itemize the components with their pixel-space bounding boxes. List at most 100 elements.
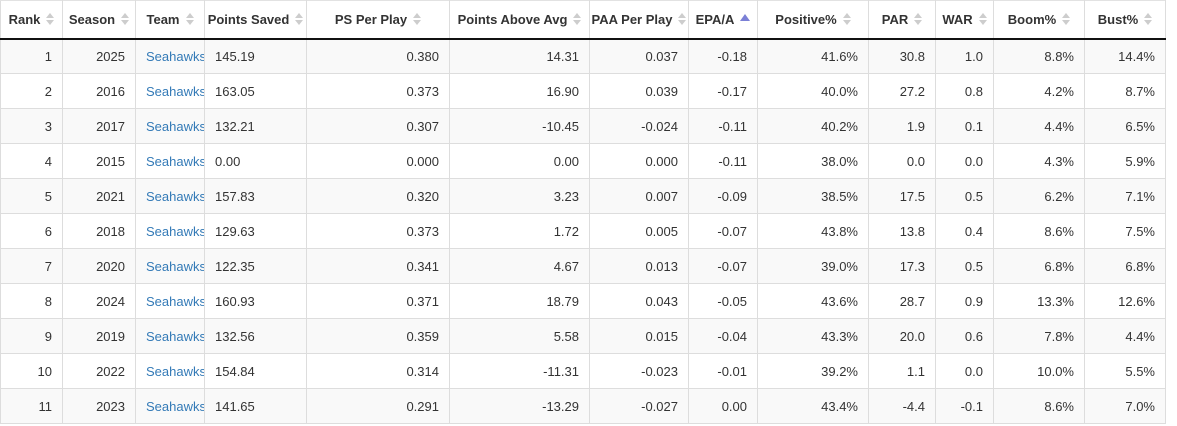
column-header-paa-per-play[interactable]: PAA Per Play [589,0,689,40]
sort-both-icon [573,13,582,26]
team-link[interactable]: Seahawks [146,258,205,274]
sort-both-icon [678,13,687,26]
cell-season: 2016 [62,73,136,109]
column-header-content: Points Saved [208,12,304,27]
column-header-points-saved[interactable]: Points Saved [204,0,307,40]
column-header-content: Bust% [1093,12,1157,27]
cell-war: 0.5 [935,248,994,284]
team-link[interactable]: Seahawks [146,293,205,309]
column-header-bust[interactable]: Bust% [1084,0,1166,40]
sort-up-arrow-icon [1062,13,1071,19]
cell-positive: 43.3% [757,318,869,354]
column-header-epa-a[interactable]: EPA/A [688,0,758,40]
cell-war: 0.0 [935,353,994,389]
table-row: 9 2019 Seahawks 132.56 0.359 5.58 0.015 -0.04 43… [0,318,1166,354]
column-header-rank[interactable]: Rank [0,0,63,40]
cell-paa-per-play: -0.027 [589,388,689,424]
cell-bust: 4.4% [1084,318,1166,354]
team-link[interactable]: Seahawks [146,328,205,344]
column-header-label: Points Above Avg [457,11,568,27]
column-header-positive[interactable]: Positive% [757,0,869,40]
table-body: 1 2025 Seahawks 145.19 0.380 14.31 0.037 -0.18 4… [0,38,1166,424]
sort-both-icon [978,13,987,26]
cell-war: 1.0 [935,38,994,74]
sort-down-arrow-icon [121,20,130,26]
sort-up-arrow-icon [413,13,422,19]
team-link[interactable]: Seahawks [146,398,205,414]
cell-ps-per-play: 0.359 [306,318,450,354]
cell-bust: 6.5% [1084,108,1166,144]
cell-par: 30.8 [868,38,936,74]
column-header-content: PAA Per Play [592,12,687,27]
cell-ps-per-play: 0.291 [306,388,450,424]
sort-up-arrow-icon [678,13,687,19]
cell-team: Seahawks [135,178,205,214]
cell-paa-per-play: 0.005 [589,213,689,249]
cell-par: 17.3 [868,248,936,284]
cell-positive: 40.0% [757,73,869,109]
cell-points-above-avg: 16.90 [449,73,590,109]
team-link[interactable]: Seahawks [146,48,205,64]
column-header-team[interactable]: Team [135,0,205,40]
team-link[interactable]: Seahawks [146,153,205,169]
cell-par: 28.7 [868,283,936,319]
cell-rank: 3 [0,108,63,144]
column-header-boom[interactable]: Boom% [993,0,1085,40]
sort-up-arrow-icon [914,13,923,19]
table-row: 11 2023 Seahawks 141.65 0.291 -13.29 -0.027 0.0… [0,388,1166,424]
column-header-label: Team [146,11,180,27]
cell-points-saved: 141.65 [204,388,307,424]
team-link[interactable]: Seahawks [146,363,205,379]
cell-war: 0.1 [935,108,994,144]
column-header-points-above-avg[interactable]: Points Above Avg [449,0,590,40]
team-link[interactable]: Seahawks [146,188,205,204]
cell-positive: 38.0% [757,143,869,179]
column-header-content: Boom% [1002,12,1076,27]
cell-paa-per-play: 0.037 [589,38,689,74]
cell-boom: 13.3% [993,283,1085,319]
column-header-label: PAR [881,11,909,27]
cell-epa-a: -0.11 [688,143,758,179]
column-header-ps-per-play[interactable]: PS Per Play [306,0,450,40]
sort-down-arrow-icon [1062,20,1071,26]
cell-rank: 1 [0,38,63,74]
cell-paa-per-play: 0.043 [589,283,689,319]
cell-bust: 6.8% [1084,248,1166,284]
cell-team: Seahawks [135,283,205,319]
cell-positive: 39.2% [757,353,869,389]
cell-team: Seahawks [135,388,205,424]
sort-up-arrow-icon [121,13,130,19]
sort-up-arrow-icon [46,13,55,19]
cell-season: 2024 [62,283,136,319]
sort-both-icon [1144,13,1153,26]
cell-rank: 5 [0,178,63,214]
cell-war: 0.0 [935,143,994,179]
column-header-label: Rank [8,11,41,27]
cell-season: 2021 [62,178,136,214]
cell-bust: 12.6% [1084,283,1166,319]
sort-down-arrow-icon [573,20,582,26]
team-link[interactable]: Seahawks [146,223,205,239]
team-link[interactable]: Seahawks [146,83,205,99]
cell-boom: 10.0% [993,353,1085,389]
column-header-season[interactable]: Season [62,0,136,40]
cell-bust: 7.5% [1084,213,1166,249]
team-link[interactable]: Seahawks [146,118,205,134]
cell-epa-a: -0.01 [688,353,758,389]
cell-bust: 8.7% [1084,73,1166,109]
cell-ps-per-play: 0.371 [306,283,450,319]
cell-team: Seahawks [135,108,205,144]
cell-positive: 41.6% [757,38,869,74]
table-row: 3 2017 Seahawks 132.21 0.307 -10.45 -0.024 -0.1… [0,108,1166,144]
cell-bust: 14.4% [1084,38,1166,74]
column-header-par[interactable]: PAR [868,0,936,40]
cell-points-above-avg: -11.31 [449,353,590,389]
column-header-label: Boom% [1007,11,1057,27]
cell-points-saved: 145.19 [204,38,307,74]
cell-points-above-avg: 14.31 [449,38,590,74]
cell-paa-per-play: 0.007 [589,178,689,214]
cell-points-saved: 160.93 [204,283,307,319]
column-header-war[interactable]: WAR [935,0,994,40]
cell-epa-a: -0.11 [688,108,758,144]
